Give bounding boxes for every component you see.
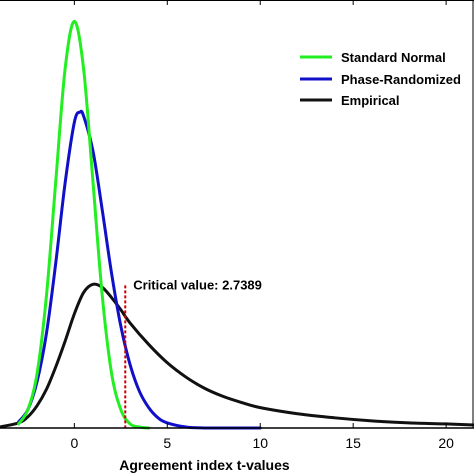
x-tick-label: 0 <box>70 435 78 451</box>
x-tick-label: 15 <box>345 435 361 451</box>
x-tick-label: 10 <box>252 435 268 451</box>
x-tick-label: 5 <box>163 435 171 451</box>
x-axis-label: Agreement index t-values <box>119 457 290 473</box>
critical-value-layer: Critical value: 2.7389 <box>124 277 262 428</box>
legend-label-standard-normal: Standard Normal <box>341 50 446 65</box>
legend-label-phase-randomized: Phase-Randomized <box>341 72 461 87</box>
series-line-empirical <box>0 282 474 429</box>
critical-value-label: Critical value: 2.7389 <box>133 277 262 292</box>
legend-label-empirical: Empirical <box>341 93 400 108</box>
x-ticks: 0 5 10 15 20 <box>70 0 454 451</box>
legend: Standard Normal Phase-Randomized Empiric… <box>300 50 461 108</box>
x-tick-label: 20 <box>438 435 454 451</box>
series-line-phase-randomized <box>17 109 262 430</box>
